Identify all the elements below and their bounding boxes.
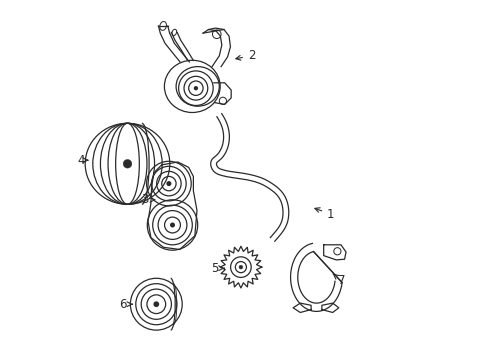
Circle shape <box>153 301 159 307</box>
Text: 4: 4 <box>77 154 88 167</box>
Circle shape <box>193 86 198 90</box>
Text: 3: 3 <box>141 193 154 206</box>
Text: 1: 1 <box>314 208 334 221</box>
Text: 5: 5 <box>211 262 224 275</box>
Polygon shape <box>321 303 338 312</box>
Text: 7: 7 <box>332 274 345 287</box>
Text: 2: 2 <box>235 49 255 62</box>
Circle shape <box>170 222 175 228</box>
Circle shape <box>123 159 132 168</box>
Polygon shape <box>290 243 342 311</box>
Circle shape <box>166 181 171 186</box>
Polygon shape <box>292 303 310 312</box>
Polygon shape <box>148 162 197 249</box>
Text: 6: 6 <box>119 298 132 311</box>
Circle shape <box>239 265 243 269</box>
Polygon shape <box>323 245 346 260</box>
